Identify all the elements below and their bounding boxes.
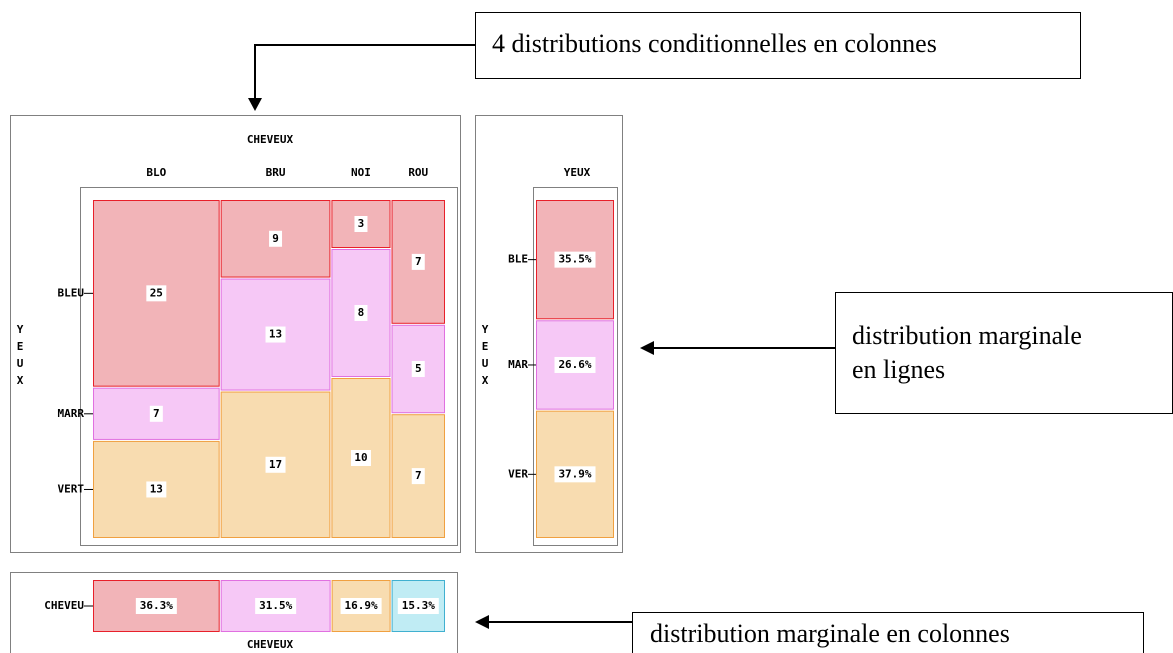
value-label-bg: [146, 285, 167, 302]
value-label: 7: [153, 407, 160, 420]
y-tick-label: CHEVEU: [44, 599, 84, 612]
row-marginal-panel: [475, 115, 623, 553]
y-tick-label: BLEU: [58, 286, 85, 299]
value-label: 9: [272, 232, 279, 245]
value-label-bg: [265, 456, 286, 473]
value-label-bg: [146, 481, 167, 498]
annotation: distribution marginale en colonnes: [650, 619, 1010, 648]
value-label-bg: [340, 598, 382, 614]
value-label: 10: [354, 451, 367, 464]
y-tick-label: MARR: [58, 407, 85, 420]
y-tick-label: VER: [508, 467, 528, 480]
value-label-bg: [411, 253, 425, 270]
value-label: 8: [358, 306, 365, 319]
annotation-box: [632, 612, 1144, 653]
value-label: 13: [150, 482, 163, 495]
arrowhead: [475, 615, 489, 629]
annotation: distribution marginale: [852, 321, 1082, 350]
row-marginal-inner: [533, 187, 618, 546]
value-label-bg: [255, 598, 297, 614]
value-label: 25: [150, 286, 163, 299]
value-label: 13: [269, 328, 282, 341]
value-label: 37.9%: [558, 467, 591, 480]
value-label-bg: [354, 305, 368, 321]
y-tick-label: VERT: [58, 482, 85, 495]
arrowhead: [248, 98, 262, 111]
value-label: 17: [269, 458, 282, 471]
value-label: 7: [415, 469, 422, 482]
annotation: 4 distributions conditionnelles en colon…: [492, 29, 937, 58]
annotation-box: [835, 292, 1173, 414]
value-label: 3: [358, 217, 365, 230]
x-tick-label: ROU: [408, 166, 428, 179]
mosaic-panel: [10, 115, 461, 553]
chart-title: CHEVEUX: [247, 133, 294, 146]
col-marginal-panel: [10, 572, 458, 653]
value-label-bg: [265, 326, 286, 343]
value-label: 35.5%: [558, 253, 591, 266]
value-label: 26.6%: [558, 358, 591, 371]
value-label-bg: [269, 230, 283, 247]
value-label-bg: [411, 468, 425, 485]
value-label-bg: [135, 598, 177, 614]
value-label-bg: [149, 405, 163, 422]
x-tick-label: BLO: [146, 166, 166, 179]
value-label: 16.9%: [345, 599, 378, 612]
mosaic-inner: [80, 187, 458, 546]
arrow: [254, 44, 475, 100]
value-label-bg: [350, 450, 371, 466]
y-tick-label: MAR: [508, 358, 528, 371]
value-label-bg: [554, 251, 596, 268]
value-label: 36.3%: [140, 599, 173, 612]
value-label-bg: [554, 356, 596, 373]
value-label: 7: [415, 255, 422, 268]
chart-title: YEUX: [564, 166, 591, 179]
x-axis-label: CHEVEUX: [247, 638, 294, 651]
value-label-bg: [554, 466, 596, 483]
x-tick-label: NOI: [351, 166, 371, 179]
value-label: 15.3%: [402, 599, 435, 612]
value-label-bg: [411, 361, 425, 377]
arrowhead: [640, 341, 654, 355]
value-label-bg: [397, 598, 439, 614]
value-label: 5: [415, 362, 422, 375]
value-label-bg: [354, 216, 368, 232]
y-tick-label: BLE: [508, 253, 528, 266]
x-tick-label: BRU: [266, 166, 286, 179]
value-label: 31.5%: [259, 599, 292, 612]
annotation: en lignes: [852, 355, 945, 384]
annotation-box: [475, 12, 1081, 79]
